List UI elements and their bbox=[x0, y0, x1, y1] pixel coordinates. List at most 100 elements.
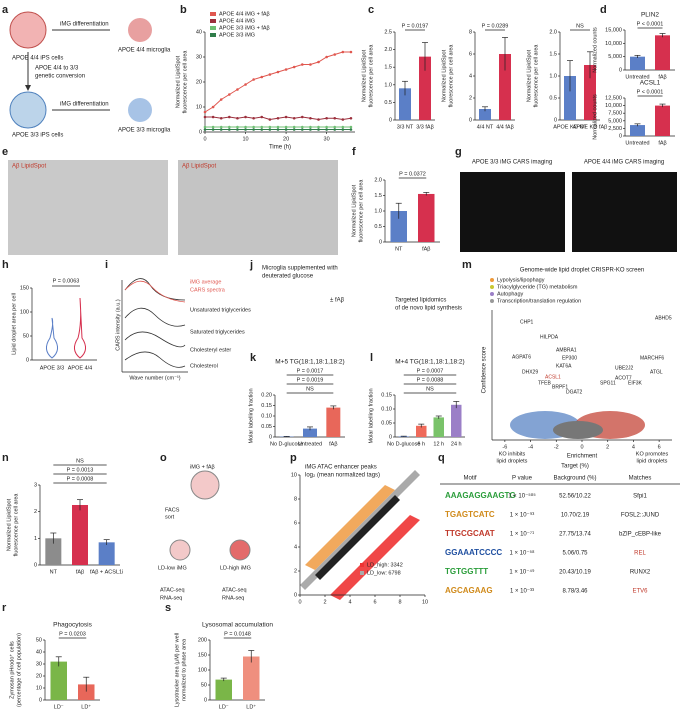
label: iMG average bbox=[190, 279, 222, 285]
y-axis-label: Normalized LipidSpot bbox=[526, 49, 532, 102]
micrograph bbox=[8, 160, 168, 255]
label: P value bbox=[512, 476, 533, 482]
chart-title: M+5 TG(18:1,18:1,18:2) bbox=[275, 359, 344, 366]
x-tick-label: 2 bbox=[606, 444, 609, 450]
y-tick-label: 2.0 bbox=[384, 47, 392, 53]
point bbox=[341, 128, 345, 131]
y-tick-label: 40 bbox=[36, 649, 42, 655]
y-axis-label: (percentage of cell population) bbox=[16, 633, 22, 707]
point bbox=[260, 75, 264, 79]
bar bbox=[78, 684, 95, 700]
label: log₂ (mean normalized tags) bbox=[305, 473, 380, 479]
point bbox=[211, 125, 215, 129]
gene-label: ATGL bbox=[650, 369, 663, 375]
x-tick-label: 4/4 fAβ bbox=[496, 124, 514, 130]
legend-swatch bbox=[210, 26, 216, 30]
y-tick-label: 0.05 bbox=[381, 420, 392, 426]
y-tick-label: 0 bbox=[379, 239, 382, 245]
point bbox=[349, 125, 353, 129]
bar bbox=[433, 417, 444, 437]
motif: TGTGGTTT bbox=[445, 567, 488, 576]
label: FOSL2::JUND bbox=[621, 513, 660, 519]
y-tick-label: 12,500 bbox=[605, 95, 622, 101]
gene-label: SPG11 bbox=[600, 380, 616, 386]
point bbox=[219, 116, 223, 120]
point bbox=[236, 128, 239, 131]
panel-letter: r bbox=[2, 602, 7, 614]
x-tick-label: 0 bbox=[580, 444, 583, 450]
x-tick-label: 2 bbox=[323, 599, 326, 605]
gene-label: ACOT7 bbox=[615, 375, 632, 381]
y-tick-label: 10 bbox=[36, 685, 42, 691]
y-axis-label: fluorescence per cell area bbox=[448, 44, 454, 108]
p-value: P = 0.0013 bbox=[67, 467, 94, 473]
point bbox=[284, 125, 288, 129]
point bbox=[276, 116, 280, 120]
gene-label: HILPDA bbox=[540, 334, 559, 340]
y-tick-label: 1 bbox=[34, 536, 37, 542]
legend-swatch bbox=[490, 278, 494, 282]
p-value: P = 0.0148 bbox=[224, 631, 251, 637]
bar bbox=[479, 109, 491, 120]
point bbox=[236, 88, 239, 91]
point bbox=[284, 68, 288, 71]
chart-title: iMG ATAC enhancer peaks bbox=[305, 465, 377, 471]
y-tick-label: 6 bbox=[294, 520, 297, 526]
x-tick-label: -2 bbox=[554, 444, 559, 450]
point bbox=[211, 105, 215, 109]
point bbox=[300, 63, 304, 66]
panel-letter: i bbox=[105, 259, 108, 271]
x-tick-label: -4 bbox=[528, 444, 533, 450]
label: ETV6 bbox=[632, 589, 648, 595]
y-axis-label: fluorescence per cell area bbox=[533, 44, 539, 108]
x-tick-label: 0 bbox=[298, 599, 301, 605]
gene-label: MARCHF6 bbox=[640, 355, 664, 361]
y-tick-label: 1.5 bbox=[374, 193, 382, 199]
x-tick-label: fAβ bbox=[422, 246, 430, 252]
label: genetic conversion bbox=[35, 74, 85, 80]
point bbox=[292, 116, 296, 120]
point bbox=[325, 125, 328, 129]
y-tick-label: 3 bbox=[34, 482, 37, 488]
point bbox=[228, 125, 231, 129]
p-value: NS bbox=[426, 386, 434, 392]
bar bbox=[655, 105, 670, 136]
y-axis-label: fluorescence per cell area bbox=[368, 44, 374, 108]
point bbox=[317, 128, 320, 131]
bar bbox=[630, 56, 645, 70]
y-axis-label: Normalized counts bbox=[592, 94, 598, 140]
point bbox=[203, 110, 207, 114]
legend-swatch bbox=[490, 299, 494, 303]
y-tick-label: 0 bbox=[39, 697, 42, 703]
p-value: P = 0.0088 bbox=[417, 377, 444, 383]
point bbox=[349, 128, 353, 131]
point bbox=[292, 125, 296, 129]
point bbox=[309, 125, 312, 129]
point bbox=[300, 128, 304, 131]
label: Microglia supplemented with bbox=[262, 266, 338, 272]
p-value: P < 0.0001 bbox=[637, 21, 664, 27]
gene-label: UBE2J2 bbox=[615, 365, 634, 371]
x-tick-label: LD⁻ bbox=[54, 704, 64, 710]
y-tick-label: 0 bbox=[269, 434, 272, 440]
y-tick-label: 150 bbox=[20, 285, 29, 291]
point bbox=[325, 116, 328, 120]
point bbox=[325, 55, 328, 59]
p-value: P = 0.0197 bbox=[402, 23, 429, 29]
y-tick-label: 0.5 bbox=[549, 95, 557, 101]
label: 1 × 10⁻³³ bbox=[510, 589, 534, 595]
bar bbox=[564, 76, 576, 120]
label: RNA-seq bbox=[222, 595, 244, 601]
point bbox=[228, 128, 231, 131]
point bbox=[219, 98, 223, 101]
legend-label: APOE 3/3 iMG bbox=[219, 32, 255, 38]
x-tick-label: 10 bbox=[422, 599, 428, 605]
y-axis-label: fluorescence per cell area bbox=[13, 493, 19, 557]
point bbox=[284, 115, 288, 119]
bar bbox=[655, 35, 670, 70]
motif: AGCAGAAG bbox=[445, 586, 493, 595]
label: KO promotes bbox=[636, 451, 669, 457]
point bbox=[260, 125, 264, 129]
point bbox=[268, 128, 272, 131]
